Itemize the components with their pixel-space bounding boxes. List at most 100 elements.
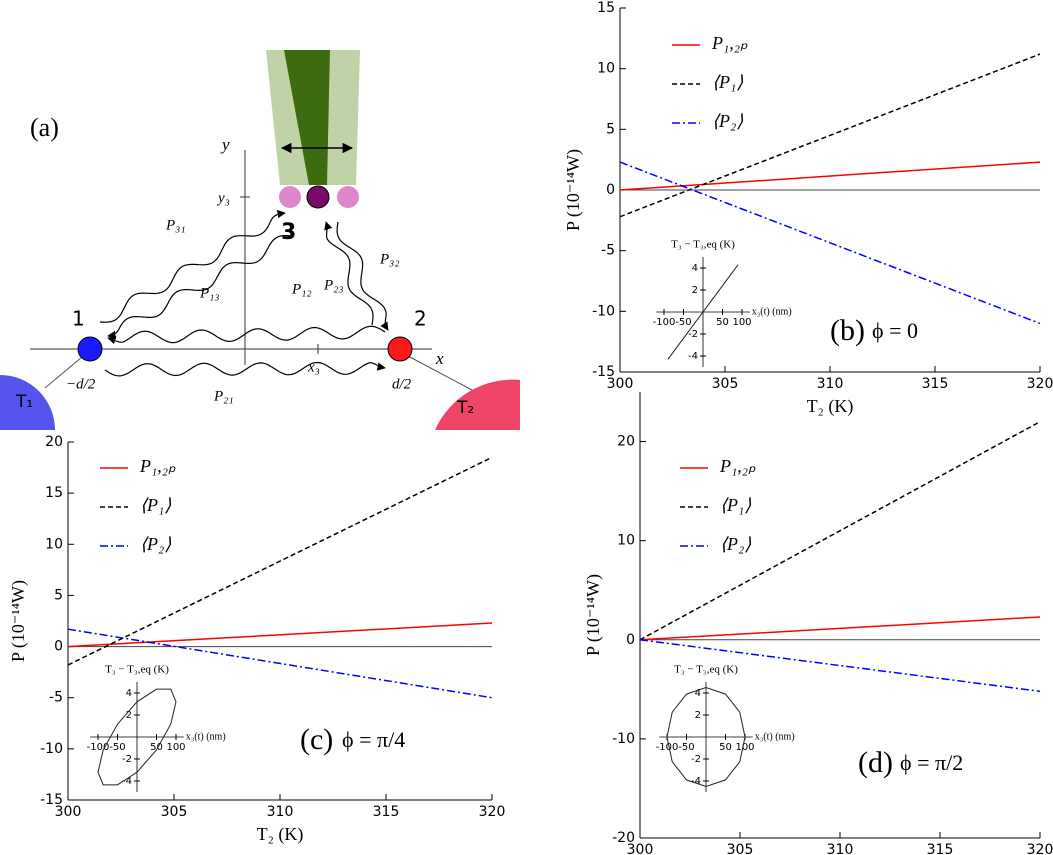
series-line bbox=[639, 639, 1041, 693]
series-line bbox=[67, 628, 493, 699]
y-tick-label: 15 bbox=[45, 485, 63, 501]
legend-label: P₁,₂ₚ bbox=[711, 33, 748, 53]
inset-curve bbox=[666, 686, 746, 788]
axis-label: y bbox=[220, 135, 230, 154]
series-line bbox=[619, 53, 1041, 218]
inset-y-label: T₃ − T₃,eq (K) bbox=[674, 664, 738, 676]
y-tick-label: -15 bbox=[592, 364, 615, 380]
x-tick-label: 315 bbox=[927, 842, 954, 855]
x-tick-label: 305 bbox=[161, 804, 188, 820]
series-line bbox=[639, 421, 1041, 641]
diagram: (a) y x y₃ x₃ 3 1 2 −d/2 d/2 T₁ T₂ P₃₁ P… bbox=[0, 50, 520, 430]
tick-label: y₃ bbox=[216, 190, 230, 206]
reservoir-2 bbox=[435, 379, 520, 430]
legend-label: ⟨P₂⟩ bbox=[720, 534, 751, 554]
inset-x-tick-label: -100 bbox=[653, 317, 676, 328]
y-tick-label: -5 bbox=[49, 690, 63, 706]
chart: 300 305 310 315 320-15-10-5051015P₁,₂ₚ⟨P₁⟩⟨P… bbox=[563, 0, 1053, 417]
inset-y-tick-label: -2 bbox=[122, 754, 132, 765]
y-tick-label: -15 bbox=[40, 792, 63, 808]
inset-x-tick-label: -50 bbox=[109, 742, 125, 753]
y-tick-label: -10 bbox=[592, 303, 615, 319]
y-tick-label: 10 bbox=[45, 536, 63, 552]
series-line bbox=[67, 456, 493, 666]
legend-label: ⟨P₂⟩ bbox=[140, 534, 171, 554]
reservoir-label: T₁ bbox=[15, 392, 33, 412]
tick-label: x₃ bbox=[307, 359, 320, 375]
y-tick-label: 5 bbox=[606, 121, 615, 137]
node-label: 3 bbox=[281, 220, 296, 245]
inset-x-tick-label: -100 bbox=[87, 742, 110, 753]
chart: 300305310315320-20-1001020P₁,₂ₚ⟨P₁⟩⟨P₂⟩T… bbox=[583, 392, 1053, 855]
x-tick-label: 300 bbox=[55, 804, 82, 820]
x-tick-label: 315 bbox=[922, 376, 949, 392]
x-tick-label: 320 bbox=[1027, 376, 1053, 392]
inset-x-tick-label: 100 bbox=[732, 317, 751, 328]
wavy-arrow bbox=[104, 361, 386, 377]
inset-y-tick-label: -2 bbox=[688, 329, 698, 340]
panel-label: (b) bbox=[830, 314, 865, 347]
inset-y-tick-label: 4 bbox=[695, 688, 701, 699]
x-tick-label: 320 bbox=[479, 804, 506, 820]
inset-x-tick-label: 50 bbox=[719, 742, 732, 753]
inset-y-tick-label: -4 bbox=[688, 351, 698, 362]
series-line bbox=[639, 616, 1041, 641]
x-tick-label: 310 bbox=[817, 376, 844, 392]
axis-label: x bbox=[435, 349, 444, 368]
tick-label: −d/2 bbox=[66, 376, 96, 392]
flux-label: P₁₂ bbox=[291, 281, 312, 297]
legend-label: ⟨P₁⟩ bbox=[140, 495, 171, 515]
y-tick-label: 15 bbox=[597, 0, 615, 16]
link bbox=[407, 355, 473, 391]
legend-label: ⟨P₁⟩ bbox=[712, 72, 743, 92]
inset-curve bbox=[97, 688, 177, 786]
wavy-arrow bbox=[107, 235, 293, 340]
annotation: ϕ = π/2 bbox=[900, 750, 963, 775]
flux-label: P₃₁ bbox=[165, 217, 186, 233]
wavy-arrow bbox=[99, 209, 286, 323]
x-tick-label: 300 bbox=[607, 376, 634, 392]
legend-label: P₁,₂ₚ bbox=[719, 456, 756, 476]
panel-label: (a) bbox=[30, 113, 59, 142]
x-tick-label: 310 bbox=[827, 842, 854, 855]
x-tick-label: 315 bbox=[373, 804, 400, 820]
inset-y-tick-label: -4 bbox=[691, 776, 701, 787]
y-tick-label: -10 bbox=[40, 741, 63, 757]
node-label: 2 bbox=[414, 307, 427, 331]
x-tick-label: 305 bbox=[727, 842, 754, 855]
node-label: 1 bbox=[72, 307, 85, 331]
x-tick-label: 310 bbox=[267, 804, 294, 820]
inset-y-tick-label: 2 bbox=[692, 285, 698, 296]
x-tick-label: 305 bbox=[712, 376, 739, 392]
inset-y-label: T₃ − T₃,eq (K) bbox=[671, 239, 735, 251]
y-tick-label: 10 bbox=[597, 61, 615, 77]
y-axis-label: P (10⁻¹⁴W) bbox=[563, 149, 584, 231]
y-tick-label: 20 bbox=[45, 434, 63, 450]
flux-label: P₂₁ bbox=[213, 388, 234, 404]
inset-x-tick-label: -50 bbox=[678, 742, 694, 753]
annotation: ϕ = 0 bbox=[872, 318, 918, 343]
legend-label: ⟨P₁⟩ bbox=[720, 495, 751, 515]
inset-y-tick-label: 2 bbox=[695, 710, 701, 721]
particle-2 bbox=[387, 336, 413, 362]
annotation: ϕ = π/4 bbox=[342, 727, 405, 752]
y-tick-label: -10 bbox=[612, 731, 635, 747]
x-tick-label: 320 bbox=[1027, 842, 1053, 855]
inset-y-tick-label: -4 bbox=[122, 776, 132, 787]
inset-x-tick-label: 100 bbox=[166, 742, 185, 753]
inset-x-tick-label: -50 bbox=[675, 317, 691, 328]
inset-x-label: x₃(t) (nm) bbox=[752, 306, 792, 317]
flux-label: P₂₃ bbox=[323, 277, 344, 293]
panel-label: (d) bbox=[858, 746, 893, 779]
wavy-arrow bbox=[324, 221, 374, 326]
inset-y-tick-label: -2 bbox=[691, 754, 701, 765]
y-tick-label: 20 bbox=[617, 434, 635, 450]
reservoir-1 bbox=[0, 375, 55, 430]
particle-3-ghost bbox=[337, 186, 359, 208]
series-line bbox=[67, 622, 493, 648]
y-axis-label: P (10⁻¹⁴W) bbox=[8, 580, 29, 662]
flux-label: P₃₂ bbox=[379, 251, 400, 267]
inset-x-label: x₃(t) (nm) bbox=[186, 731, 226, 742]
reservoir-label: T₂ bbox=[456, 398, 474, 418]
